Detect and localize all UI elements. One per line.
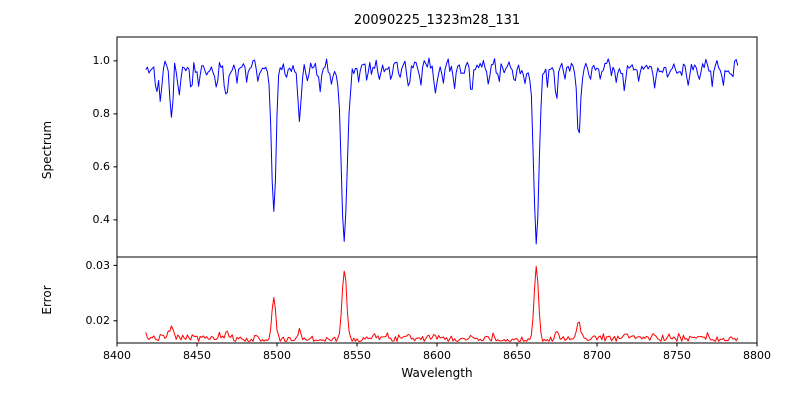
x-tick-label: 8550 [343,349,371,362]
spectrum-line [145,57,739,245]
x-tick-label: 8750 [663,349,691,362]
x-tick-label: 8500 [263,349,291,362]
chart-title: 20090225_1323m28_131 [353,13,521,28]
x-tick-label: 8450 [183,349,211,362]
y-tick-label: 0.02 [85,314,111,327]
x-tick-label: 8650 [503,349,531,362]
y-tick-label: 0.8 [92,107,111,120]
x-axis-label: Wavelength [401,366,473,380]
x-tick-label: 8400 [103,349,131,362]
error-line [145,265,739,342]
y-tick-label: 1.0 [92,54,111,67]
top-axes-box [116,36,758,258]
y-axis-label-error: Error [40,285,54,315]
x-tick-label: 8600 [423,349,451,362]
y-tick-label: 0.4 [92,213,111,226]
x-tick-label: 8700 [583,349,611,362]
y-tick-label: 0.6 [92,160,111,173]
bottom-axes-box [116,256,758,344]
y-axis-label-spectrum: Spectrum [40,120,54,180]
tick-marks [113,60,758,347]
x-tick-label: 8800 [743,349,771,362]
y-tick-label: 0.03 [85,259,111,272]
